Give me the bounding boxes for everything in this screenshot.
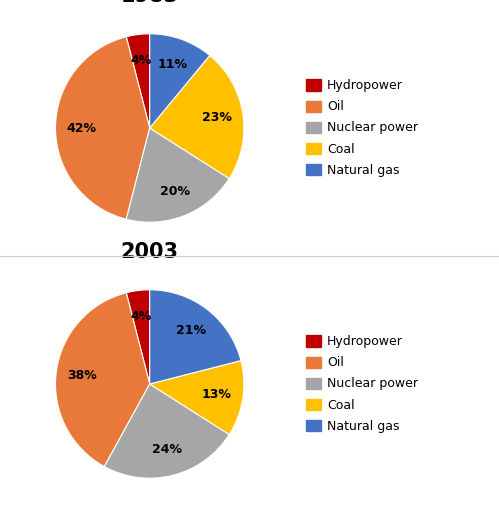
Text: 24%: 24% xyxy=(152,443,182,456)
Wedge shape xyxy=(150,55,244,179)
Wedge shape xyxy=(150,34,210,128)
Wedge shape xyxy=(150,290,241,384)
Text: 13%: 13% xyxy=(202,388,232,401)
Text: 38%: 38% xyxy=(67,369,97,382)
Wedge shape xyxy=(150,360,244,435)
Text: 11%: 11% xyxy=(158,58,188,71)
Wedge shape xyxy=(55,293,150,466)
Wedge shape xyxy=(104,384,229,478)
Legend: Hydropower, Oil, Nuclear power, Coal, Natural gas: Hydropower, Oil, Nuclear power, Coal, Na… xyxy=(306,79,418,177)
Wedge shape xyxy=(126,128,229,222)
Wedge shape xyxy=(126,34,150,128)
Title: 2003: 2003 xyxy=(121,242,179,262)
Text: 4%: 4% xyxy=(131,54,152,67)
Text: 23%: 23% xyxy=(202,111,232,124)
Legend: Hydropower, Oil, Nuclear power, Coal, Natural gas: Hydropower, Oil, Nuclear power, Coal, Na… xyxy=(306,335,418,433)
Text: 21%: 21% xyxy=(176,324,206,337)
Title: 1983: 1983 xyxy=(121,0,179,6)
Text: 20%: 20% xyxy=(160,184,190,198)
Text: 42%: 42% xyxy=(67,121,97,135)
Wedge shape xyxy=(55,37,150,219)
Text: 4%: 4% xyxy=(131,310,152,323)
Wedge shape xyxy=(126,290,150,384)
